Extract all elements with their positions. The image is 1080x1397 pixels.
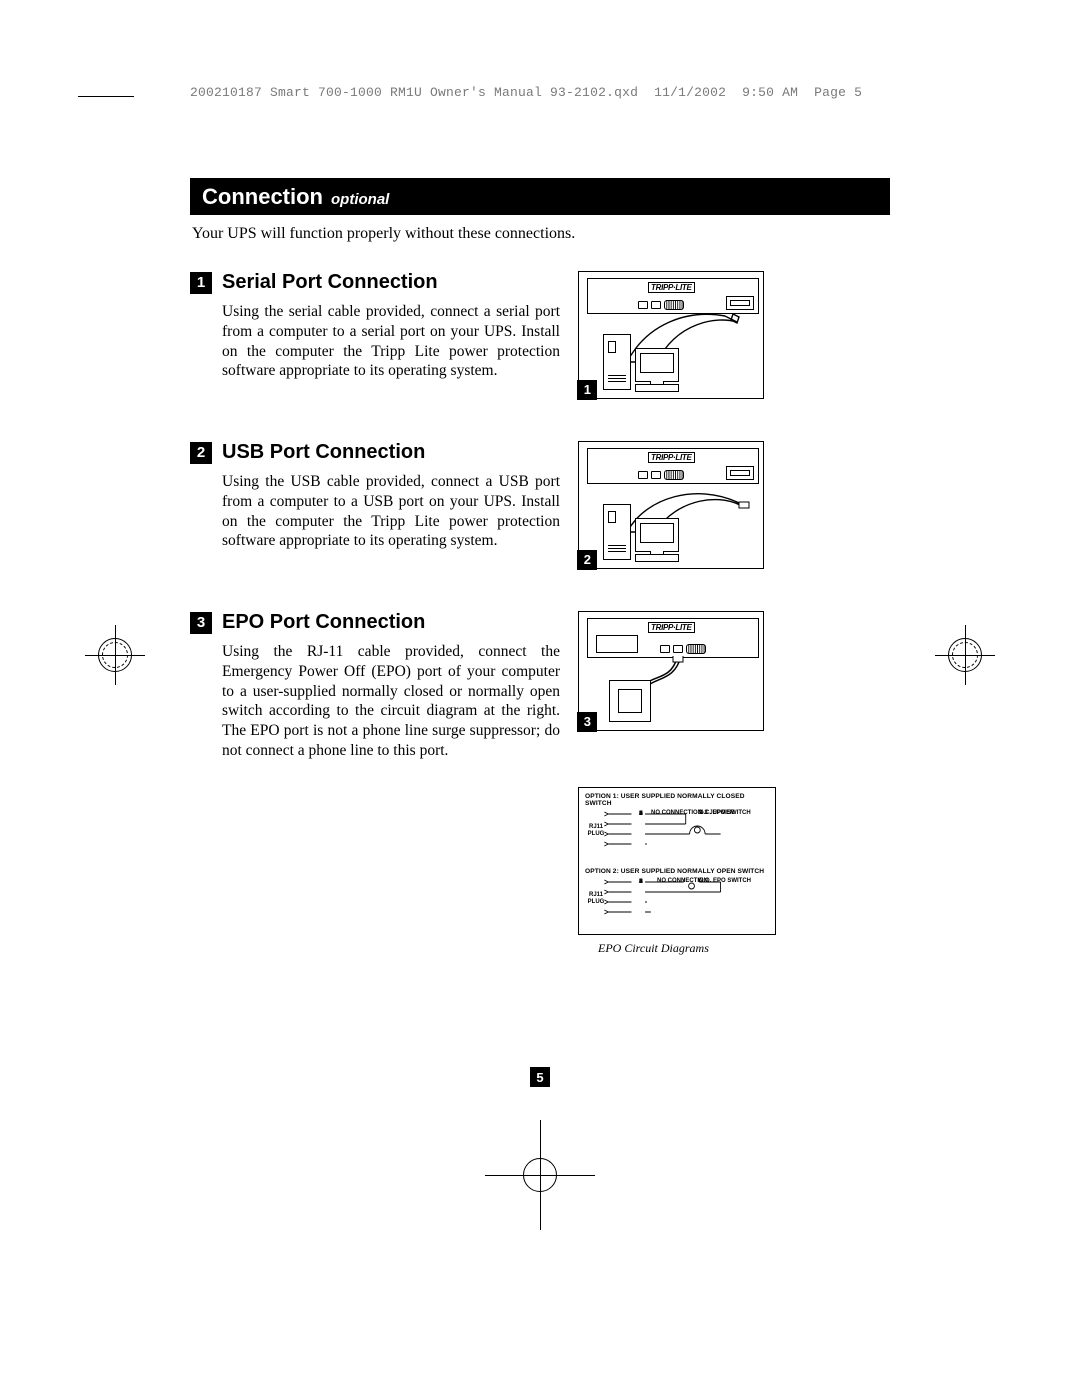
keyboard-icon [635, 384, 679, 392]
brand-label: TRIPP·LITE [648, 282, 695, 293]
nc-switch-label: N.C. EPO SWITCH [699, 810, 751, 816]
section-usb: 2 USB Port Connection Using the USB cabl… [190, 441, 890, 569]
pc-tower-icon [603, 334, 631, 390]
monitor-icon [635, 348, 679, 382]
step-body: Using the serial cable provided, connect… [222, 302, 560, 381]
no-connection-label: NO CONNECTION [657, 878, 708, 884]
title-main: Connection [202, 184, 323, 209]
epo-caption: EPO Circuit Diagrams [598, 941, 776, 956]
page-number-badge: 5 [530, 1067, 550, 1087]
registration-mark-inner [102, 642, 128, 668]
pc-tower-icon [603, 504, 631, 560]
registration-mark-inner [952, 642, 978, 668]
ups-panel-icon: TRIPP·LITE [587, 448, 759, 484]
step-badge: 2 [190, 442, 212, 464]
pin-5: 5 [639, 810, 643, 817]
figure-label: 1 [577, 380, 597, 400]
print-header: 200210187 Smart 700-1000 RM1U Owner's Ma… [190, 85, 890, 100]
figure-label: 3 [577, 712, 597, 732]
pin-5: 5 [639, 878, 643, 885]
step-body: Using the RJ-11 cable provided, connect … [222, 642, 560, 761]
epo-switch-icon [609, 680, 651, 722]
rj11-label: RJ11 [589, 892, 603, 898]
intro-text: Your UPS will function properly without … [192, 225, 890, 243]
figure-serial: TRIPP·LITE 1 [578, 271, 764, 399]
section-serial: 1 Serial Port Connection Using the seria… [190, 271, 890, 399]
ups-panel-icon: TRIPP·LITE [587, 618, 759, 658]
step-title: USB Port Connection [222, 441, 425, 464]
epo-circuit-box: OPTION 1: USER SUPPLIED NORMALLY CLOSED … [578, 787, 776, 935]
ups-panel-icon: TRIPP·LITE [587, 278, 759, 314]
brand-label: TRIPP·LITE [648, 622, 695, 633]
rj11-label: RJ11 [589, 824, 603, 830]
section-epo: 3 EPO Port Connection Using the RJ-11 ca… [190, 611, 890, 761]
monitor-icon [635, 518, 679, 552]
figure-usb: TRIPP·LITE 2 [578, 441, 764, 569]
plug-label: PLUG [588, 899, 605, 905]
step-badge: 3 [190, 612, 212, 634]
plug-label: PLUG [588, 831, 605, 837]
step-title: EPO Port Connection [222, 611, 425, 634]
brand-label: TRIPP·LITE [648, 452, 695, 463]
epo-circuit-wrap: OPTION 1: USER SUPPLIED NORMALLY CLOSED … [578, 787, 776, 956]
keyboard-icon [635, 554, 679, 562]
no-connection-label: NO CONNECTION [651, 810, 702, 816]
step-title: Serial Port Connection [222, 271, 438, 294]
step-body: Using the USB cable provided, connect a … [222, 472, 560, 551]
page-content: 200210187 Smart 700-1000 RM1U Owner's Ma… [190, 85, 890, 956]
title-sub: optional [331, 191, 389, 208]
epo-diagram-1: RJ11PLUG 2 3 4 5 2-3 JUPMER N.C. EPO SWI… [585, 810, 769, 860]
epo-diagram-2: RJ11PLUG 2 3 4 5 N.O. EPO SWITCH NO CONN… [585, 878, 769, 928]
figure-label: 2 [577, 550, 597, 570]
crop-mark [78, 96, 134, 97]
section-title-bar: Connection optional [190, 178, 890, 215]
epo-option1-title: OPTION 1: USER SUPPLIED NORMALLY CLOSED … [585, 793, 769, 807]
step-badge: 1 [190, 272, 212, 294]
figure-epo: TRIPP·LITE 3 [578, 611, 764, 731]
epo-option2-title: OPTION 2: USER SUPPLIED NORMALLY OPEN SW… [585, 868, 769, 875]
